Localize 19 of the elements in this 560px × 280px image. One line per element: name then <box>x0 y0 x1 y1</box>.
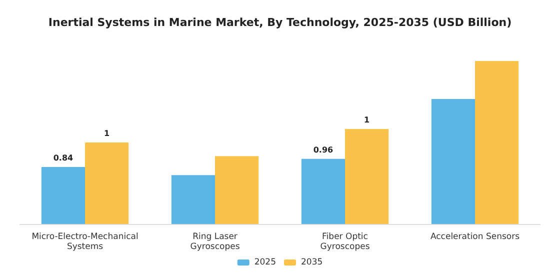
data-label: 0.96 <box>313 145 334 154</box>
data-label: 1 <box>104 129 110 138</box>
data-label: 1 <box>364 115 370 124</box>
legend-label: 2025 <box>254 258 276 268</box>
x-tick-label: Fiber Optic Gyroscopes <box>320 232 370 252</box>
legend-label: 2035 <box>301 258 323 268</box>
bar <box>215 156 259 224</box>
bar <box>475 61 519 224</box>
bar <box>345 128 389 224</box>
bar <box>301 158 345 224</box>
x-tick-label: Acceleration Sensors <box>430 232 520 242</box>
bar <box>431 99 475 224</box>
bar <box>41 166 85 224</box>
chart-title: Inertial Systems in Marine Market, By Technology, 2025-2035 (USD Billion) <box>48 16 512 29</box>
bar <box>85 142 129 224</box>
x-tick-label: Micro-Electro-Mechanical Systems <box>32 232 138 252</box>
data-label: 0.84 <box>53 153 74 162</box>
bar <box>171 175 215 224</box>
x-tick-label: Ring Laser Gyroscopes <box>190 232 240 252</box>
